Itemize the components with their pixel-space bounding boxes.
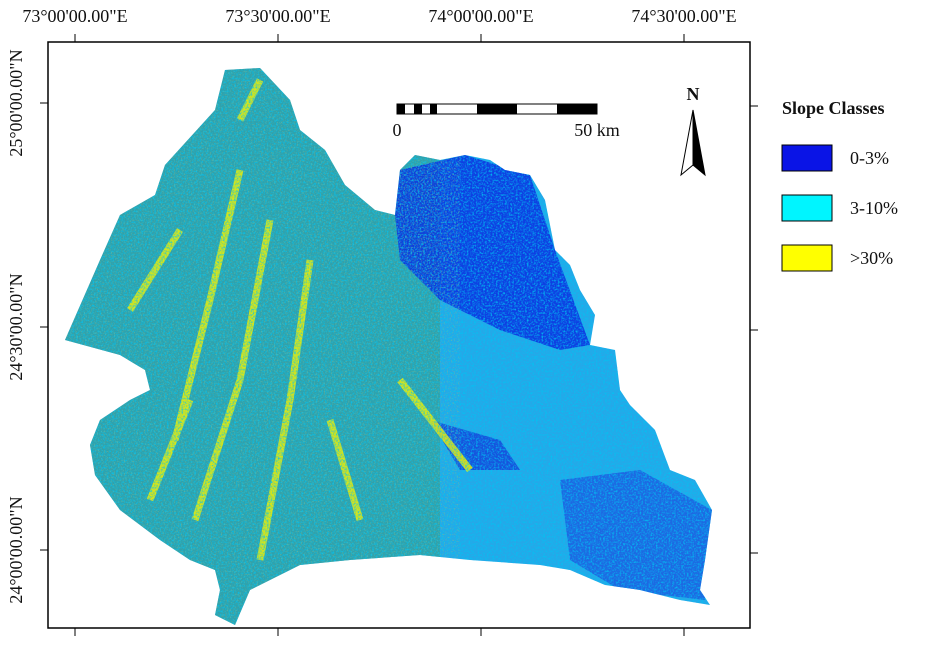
scale-end: 50 km [574,120,620,140]
longitude-label: 74°00'00.00"E [428,6,533,26]
legend-swatch [782,245,832,271]
legend-swatch [782,195,832,221]
scale-start: 0 [393,120,402,140]
north-label: N [687,84,700,104]
latitude-label: 24°00'00.00"N [6,496,26,603]
longitude-label: 73°00'00.00"E [22,6,127,26]
legend-label: 0-3% [850,148,889,168]
longitude-label: 73°30'00.00"E [225,6,330,26]
legend-swatch [782,145,832,171]
longitude-label: 74°30'00.00"E [631,6,736,26]
scale-bar [397,104,597,114]
latitude-label: 25°00'00.00"N [6,49,26,156]
legend-label: 3-10% [850,198,898,218]
legend-title: Slope Classes [782,98,885,118]
legend-label: >30% [850,248,893,268]
latitude-label: 24°30'00.00"N [6,273,26,380]
north-arrow [681,110,705,175]
map-figure: 0 50 km N Slope Classes 73°00'00.00"E 73°… [0,0,940,646]
